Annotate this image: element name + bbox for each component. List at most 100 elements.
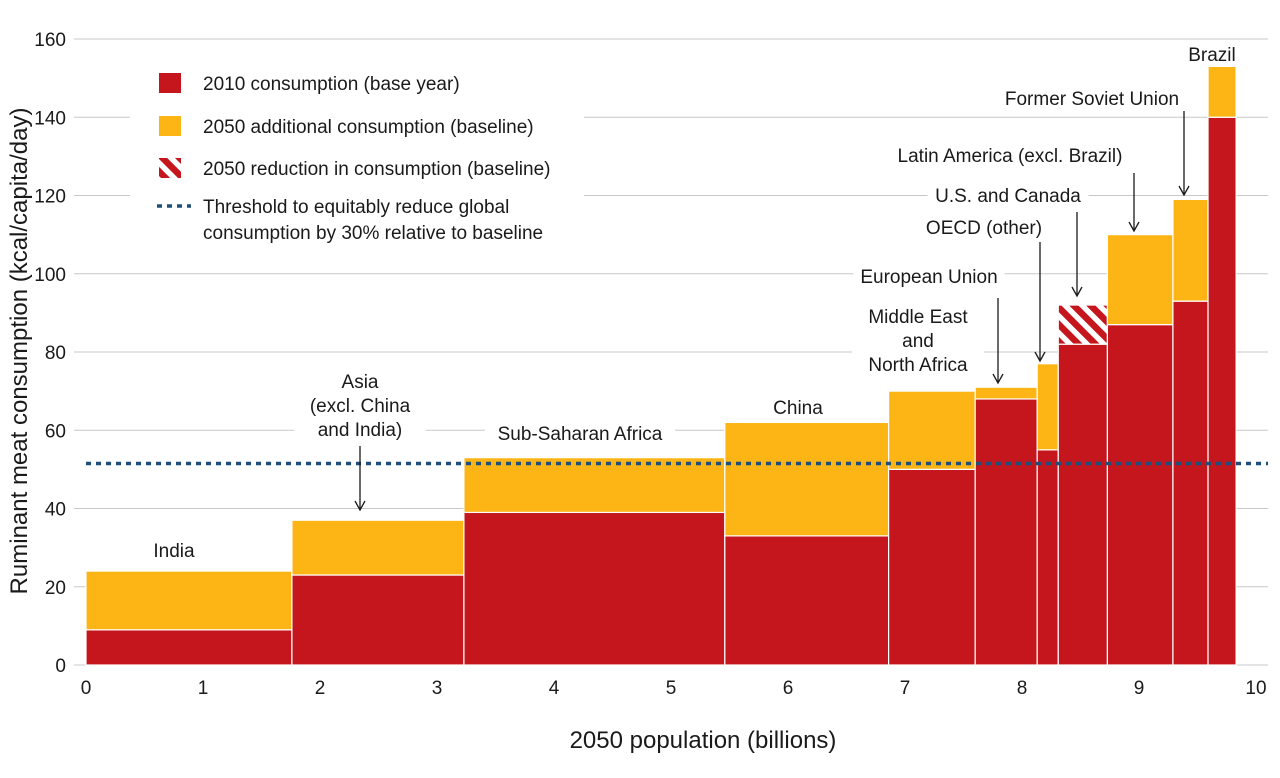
y-axis-title: Ruminant meat consumption (kcal/capita/d… — [6, 108, 33, 595]
region-label-line: Asia — [342, 372, 379, 393]
x-tick-label: 6 — [783, 678, 794, 699]
legend-label-add: 2050 additional consumption (baseline) — [203, 117, 534, 138]
x-tick-label: 9 — [1134, 678, 1145, 699]
arrow-head-icon — [1128, 221, 1140, 233]
bar-2010-consumption — [1106, 324, 1174, 666]
region-label-background — [865, 141, 1155, 171]
x-tick-label: 5 — [666, 678, 677, 699]
region-label-line: China — [773, 398, 823, 419]
bar-2010-consumption — [1172, 300, 1209, 666]
arrow-head-icon — [1071, 286, 1083, 298]
bar-2050-additional — [1172, 198, 1209, 302]
arrow-head-icon — [354, 500, 366, 512]
arrow-head-icon — [992, 373, 1004, 385]
region-label: Middle East and North Africa — [868, 307, 968, 376]
legend-swatch-base — [159, 73, 181, 93]
bar-2050-additional — [888, 390, 976, 470]
region-label: European Union — [860, 267, 997, 288]
bar-2010-consumption — [888, 468, 976, 666]
region-label-line: and India) — [318, 420, 403, 441]
region-label-line: European Union — [860, 267, 997, 288]
legend-label-line: Threshold to equitably reduce global — [203, 197, 509, 218]
bar-2050-additional — [1106, 234, 1174, 326]
x-tick-label: 3 — [432, 678, 443, 699]
x-tick-label: 7 — [900, 678, 911, 699]
bar-2010-consumption — [463, 511, 726, 666]
bar-2050-additional — [724, 421, 890, 537]
bar-2050-additional — [974, 386, 1038, 400]
region-label-line: and — [902, 331, 934, 352]
region-label-background — [927, 181, 1089, 211]
region-label-line: Former Soviet Union — [1005, 89, 1179, 110]
bar-2010-consumption — [1057, 343, 1109, 666]
legend-background — [130, 62, 584, 258]
legend-label-base: 2010 consumption (base year) — [203, 74, 460, 95]
y-axis-ticks: 0 20 40 60 80 100 120 140 160 — [34, 30, 66, 677]
x-tick-label: 8 — [1017, 678, 1028, 699]
legend-label-line: consumption by 30% relative to baseline — [203, 223, 543, 244]
region-label-background — [918, 213, 1050, 243]
region-label: India — [153, 541, 195, 562]
region-label-background — [766, 393, 830, 423]
region-label: U.S. and Canada — [935, 186, 1081, 207]
legend-swatch-red — [159, 158, 181, 178]
y-tick-label: 60 — [45, 421, 66, 442]
y-tick-label: 40 — [45, 500, 66, 521]
y-tick-label: 20 — [45, 578, 66, 599]
region-label: Asia (excl. China and India) — [310, 372, 411, 441]
region-label: Sub-Saharan Africa — [498, 424, 663, 445]
region-label: Brazil — [1188, 45, 1236, 66]
region-label-background — [852, 302, 984, 380]
bar-2010-consumption — [291, 574, 465, 666]
bar-2050-reduction — [1057, 304, 1109, 345]
bar-2010-consumption — [1207, 116, 1237, 666]
y-tick-label: 160 — [34, 30, 66, 51]
bar-2050-additional — [1036, 363, 1059, 451]
region-label: OECD (other) — [926, 218, 1042, 239]
legend-label-threshold: Threshold to equitably reduce global cons… — [203, 197, 543, 244]
y-tick-label: 120 — [34, 187, 66, 208]
region-label-background — [853, 262, 1005, 292]
x-axis-title: 2050 population (billions) — [570, 727, 837, 754]
arrow-head-icon — [1178, 185, 1190, 197]
y-tick-label: 0 — [55, 656, 66, 677]
y-tick-label: 140 — [34, 108, 66, 129]
region-label-line: Brazil — [1188, 45, 1236, 66]
bar-2010-consumption — [85, 629, 293, 666]
region-label: Former Soviet Union — [1005, 89, 1179, 110]
region-label-background — [294, 367, 426, 445]
region-label-line: Latin America (excl. Brazil) — [898, 146, 1123, 167]
y-tick-label: 100 — [34, 265, 66, 286]
bar-2050-additional — [85, 570, 293, 631]
region-label-line: (excl. China — [310, 396, 411, 417]
bar-2050-additional — [1207, 65, 1237, 118]
region-label-background — [991, 84, 1193, 114]
arrow-head-icon — [1034, 351, 1046, 363]
region-label-line: Middle East — [868, 307, 968, 328]
y-tick-label: 80 — [45, 343, 66, 364]
region-label-line: India — [153, 541, 195, 562]
region-label: China — [773, 398, 823, 419]
bar-2050-additional — [291, 519, 465, 576]
region-label: Latin America (excl. Brazil) — [898, 146, 1123, 167]
bar-2010-consumption — [974, 398, 1038, 666]
leader-arrows — [354, 111, 1190, 512]
x-tick-label: 0 — [81, 678, 92, 699]
bar-2010-consumption — [724, 535, 890, 666]
x-tick-label: 1 — [198, 678, 209, 699]
region-label-line: Sub-Saharan Africa — [498, 424, 663, 445]
legend-swatch-add — [159, 116, 181, 136]
legend: 2010 consumption (base year) 2050 additio… — [130, 62, 584, 258]
x-tick-label: 4 — [549, 678, 560, 699]
x-tick-label: 10 — [1245, 678, 1266, 699]
region-label-background — [484, 419, 676, 449]
x-axis-ticks: 0 1 2 3 4 5 6 7 8 9 10 — [81, 678, 1267, 699]
bars — [85, 65, 1237, 666]
region-label-line: U.S. and Canada — [935, 186, 1081, 207]
bar-2050-additional — [463, 457, 726, 514]
x-tick-label: 2 — [315, 678, 326, 699]
bar-2010-consumption — [1036, 449, 1059, 666]
region-labels: India Asia (excl. China and India) Sub-Sahar… — [153, 45, 1235, 562]
region-label-line: OECD (other) — [926, 218, 1042, 239]
